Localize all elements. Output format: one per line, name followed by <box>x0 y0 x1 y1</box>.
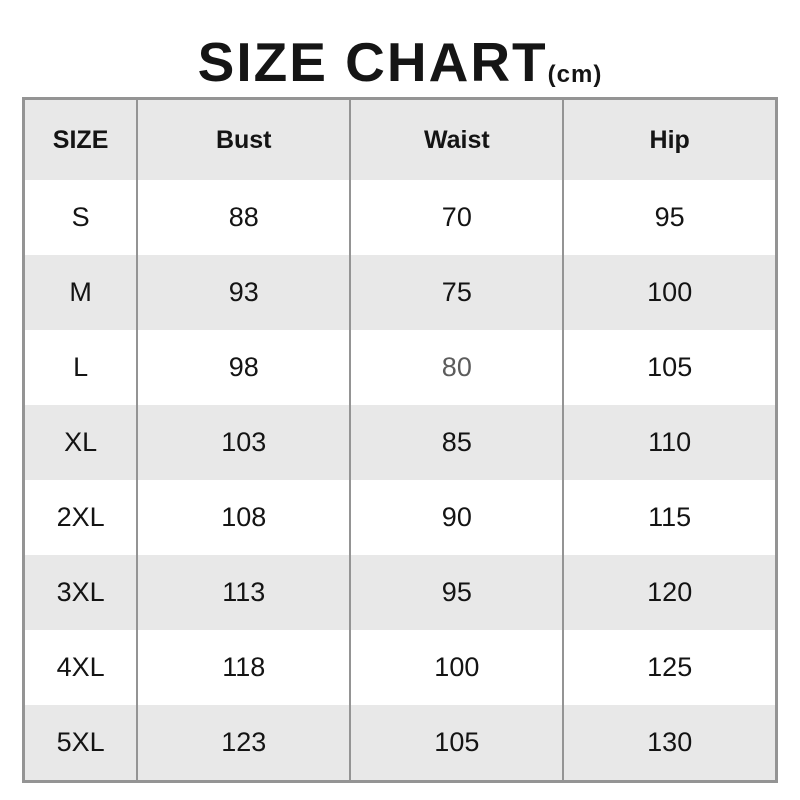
page-title: SIZE CHART (cm) <box>0 0 800 90</box>
cell-hip: 110 <box>562 405 777 480</box>
table-row-s: S 88 70 95 <box>23 180 777 255</box>
cell-size: M <box>23 255 138 330</box>
cell-waist: 95 <box>349 555 564 630</box>
cell-size: 2XL <box>23 480 138 555</box>
column-header-size: SIZE <box>23 98 138 180</box>
cell-hip: 105 <box>562 330 777 405</box>
table-row-l: L 98 80 105 <box>23 330 777 405</box>
cell-bust: 98 <box>136 330 351 405</box>
cell-size: S <box>23 180 138 255</box>
cell-size: 3XL <box>23 555 138 630</box>
cell-waist: 90 <box>349 480 564 555</box>
title-unit-label: (cm) <box>547 61 603 88</box>
title-text: SIZE CHART <box>197 31 548 93</box>
header-row: SIZE Bust Waist Hip <box>23 98 777 180</box>
cell-waist-muted: 80 <box>349 330 564 405</box>
column-header-hip: Hip <box>562 98 777 180</box>
cell-waist: 75 <box>349 255 564 330</box>
size-chart-table: SIZE Bust Waist Hip S 88 70 95 M 93 75 1… <box>22 97 778 783</box>
cell-waist: 105 <box>349 705 564 782</box>
cell-size: XL <box>23 405 138 480</box>
table-row-3xl: 3XL 113 95 120 <box>23 555 777 630</box>
cell-bust: 118 <box>136 630 351 705</box>
cell-hip: 130 <box>562 705 777 782</box>
cell-waist: 85 <box>349 405 564 480</box>
cell-hip: 95 <box>562 180 777 255</box>
cell-bust: 113 <box>136 555 351 630</box>
table-row-2xl: 2XL 108 90 115 <box>23 480 777 555</box>
cell-bust: 93 <box>136 255 351 330</box>
cell-hip: 115 <box>562 480 777 555</box>
cell-bust: 123 <box>136 705 351 782</box>
cell-bust: 88 <box>136 180 351 255</box>
cell-size: 5XL <box>23 705 138 782</box>
table-row-4xl: 4XL 118 100 125 <box>23 630 777 705</box>
table-row-m: M 93 75 100 <box>23 255 777 330</box>
cell-hip: 120 <box>562 555 777 630</box>
table-row-xl: XL 103 85 110 <box>23 405 777 480</box>
cell-size: 4XL <box>23 630 138 705</box>
cell-bust: 103 <box>136 405 351 480</box>
table-row-5xl: 5XL 123 105 130 <box>23 705 777 782</box>
cell-size: L <box>23 330 138 405</box>
cell-waist: 100 <box>349 630 564 705</box>
cell-hip: 100 <box>562 255 777 330</box>
cell-bust: 108 <box>136 480 351 555</box>
cell-hip: 125 <box>562 630 777 705</box>
cell-waist: 70 <box>349 180 564 255</box>
column-header-waist: Waist <box>349 98 564 180</box>
column-header-bust: Bust <box>136 98 351 180</box>
